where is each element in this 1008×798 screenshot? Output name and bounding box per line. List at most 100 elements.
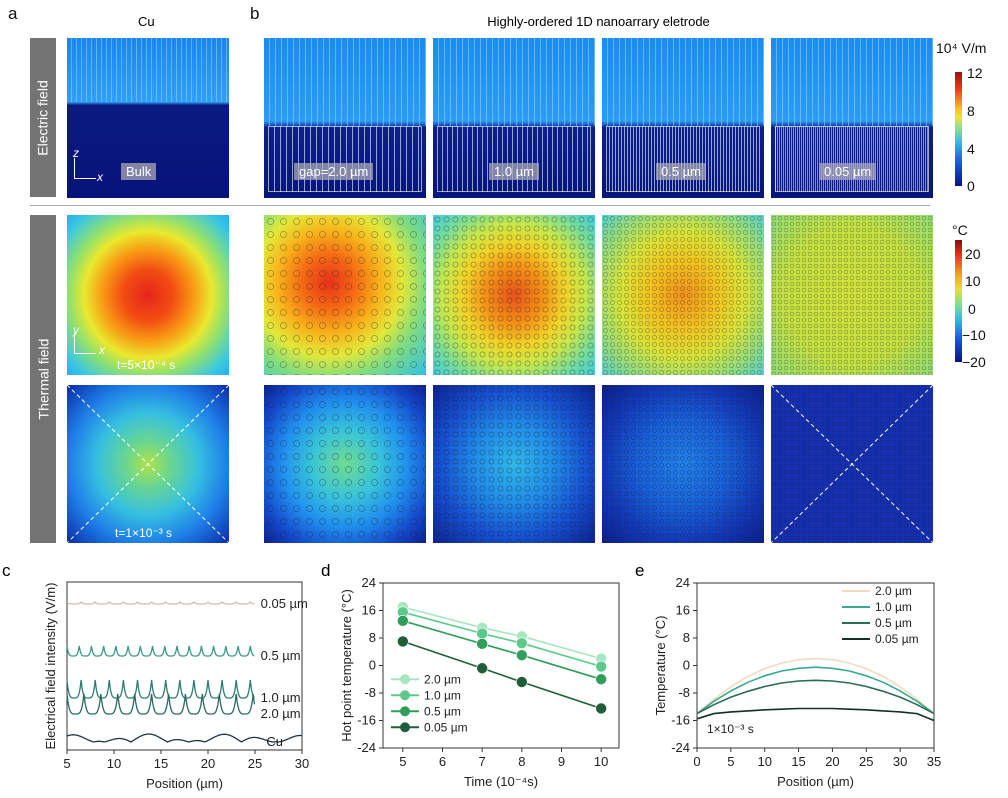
series-line [66, 679, 255, 699]
y-axis-label: y [73, 323, 79, 337]
x-tick-label: 25 [859, 754, 873, 769]
cu-electric-field-map: Bulk z x [67, 38, 229, 198]
series-line [66, 693, 256, 715]
legend-label: 0.5 µm [875, 616, 912, 630]
y-axis-title: Temperature (°C) [653, 616, 668, 716]
legend-label: 1.0 µm [424, 688, 461, 702]
series-line [696, 657, 935, 715]
thermal-map-gap-2.0-t1 [264, 215, 426, 375]
x-tick-label: 10 [757, 754, 771, 769]
data-point [595, 660, 607, 673]
electric-map-gap-0.5: 0.5 µm [602, 38, 764, 198]
electric-map-gap-2.0: gap=2.0 µm [264, 38, 426, 198]
legend-marker [400, 722, 410, 733]
row-label-electric: Electric field [30, 38, 56, 197]
y-axis-title: Hot point temperature (°C) [339, 589, 354, 742]
x-axis-title: Time (10⁻⁴s) [464, 774, 538, 789]
y-tick-label: -16 [671, 713, 690, 728]
gap-label: 0.05 µm [819, 163, 877, 180]
colorbar-tick: 0 [968, 301, 976, 317]
data-point [476, 627, 488, 640]
x-tick-label: 5 [399, 754, 406, 769]
legend-label: 0.05 µm [875, 632, 919, 646]
data-point [516, 649, 528, 661]
legend-label: 0.5 µm [424, 704, 461, 718]
series-label: Cu [266, 734, 283, 749]
y-tick-label: 0 [683, 658, 690, 673]
axis-arrow-icon [74, 158, 75, 178]
colorbar-electric [955, 72, 962, 186]
data-point [516, 676, 528, 688]
y-tick-label: 8 [683, 630, 690, 645]
series-line [696, 707, 935, 722]
y-tick-label: 0 [369, 658, 376, 673]
colorbar-tick: 10 [965, 273, 981, 289]
plot-frame [66, 581, 303, 751]
series-line [66, 645, 255, 657]
thermal-map-gap-1.0-t2 [433, 385, 595, 543]
legend-label: 0.05 µm [424, 720, 468, 734]
gap-label: 1.0 µm [489, 163, 540, 180]
y-tick-label: 16 [676, 603, 690, 618]
row-divider [30, 205, 930, 206]
series-label: 2.0 µm [261, 706, 301, 721]
x-tick-label: 15 [791, 754, 805, 769]
data-point [476, 638, 488, 650]
panel-letter: e [635, 561, 644, 580]
y-tick-label: -16 [357, 713, 376, 728]
series-label: 0.5 µm [261, 648, 301, 663]
y-tick-label: 24 [676, 575, 690, 590]
colorbar-t-unit: °C [952, 222, 968, 238]
gap-label: 0.5 µm [656, 163, 707, 180]
y-tick-label: 8 [369, 630, 376, 645]
y-tick-label: -24 [357, 740, 376, 755]
thermal-map-gap-0.5-t1 [602, 215, 764, 375]
x-axis-title: Position (µm) [777, 774, 854, 789]
panel-a-title: Cu [138, 14, 155, 29]
x-tick-label: 20 [825, 754, 839, 769]
colorbar-tick: 4 [967, 141, 975, 157]
data-point [397, 635, 409, 648]
time-label: t=1×10⁻³ s [115, 526, 173, 540]
panel-b-title: Highly-ordered 1D nanoarrary eletrode [487, 14, 710, 29]
legend-label: 2.0 µm [424, 672, 461, 686]
legend-marker [400, 674, 410, 685]
bulk-label: Bulk [121, 163, 157, 180]
y-tick-label: -24 [671, 740, 690, 755]
colorbar-tick: 0 [967, 178, 975, 194]
panel-letter: d [321, 561, 330, 580]
series-line [402, 606, 602, 660]
x-tick-label: 5 [63, 756, 70, 771]
x-tick-label: 10 [107, 756, 121, 771]
x-tick-label: 25 [248, 756, 262, 771]
time-annotation: 1×10⁻³ s [707, 722, 754, 736]
legend-marker [400, 690, 410, 701]
x-tick-label: 5 [727, 754, 734, 769]
series-line [402, 640, 602, 710]
thermal-map-gap-2.0-t2 [264, 385, 426, 543]
x-tick-label: 6 [439, 754, 446, 769]
y-tick-label: -8 [678, 685, 690, 700]
x-tick-label: 35 [927, 754, 941, 769]
colorbar-tick: 20 [965, 246, 981, 262]
colorbar-tick: −20 [962, 354, 986, 370]
series-label: 0.05 µm [261, 596, 308, 611]
legend-label: 1.0 µm [875, 600, 912, 614]
series-line [402, 611, 602, 668]
y-tick-label: 24 [362, 575, 376, 590]
x-axis-label: x [97, 170, 103, 184]
y-tick-label: -8 [364, 685, 376, 700]
time-label: t=5×10⁻⁴ s [117, 358, 176, 372]
panel-b-letter: b [250, 4, 260, 23]
x-tick-label: 9 [558, 754, 565, 769]
x-tick-label: 20 [201, 756, 215, 771]
x-tick-label: 7 [479, 754, 486, 769]
series-line [402, 620, 602, 681]
data-point [397, 615, 409, 627]
legend-label: 2.0 µm [875, 584, 912, 598]
series-line [696, 666, 935, 715]
y-axis-title: Electrical field intensity (V/m) [43, 583, 58, 750]
thermal-map-gap-0.05-t1 [771, 215, 933, 375]
colorbar-e-unit: 10⁴ V/m [936, 40, 987, 56]
